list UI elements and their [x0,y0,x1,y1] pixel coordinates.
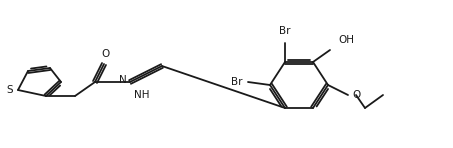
Text: S: S [6,85,13,95]
Text: O: O [101,49,109,59]
Text: N: N [119,75,127,85]
Text: OH: OH [338,35,354,45]
Text: NH: NH [134,90,149,100]
Text: O: O [352,90,360,100]
Text: Br: Br [279,26,291,36]
Text: Br: Br [231,77,242,87]
